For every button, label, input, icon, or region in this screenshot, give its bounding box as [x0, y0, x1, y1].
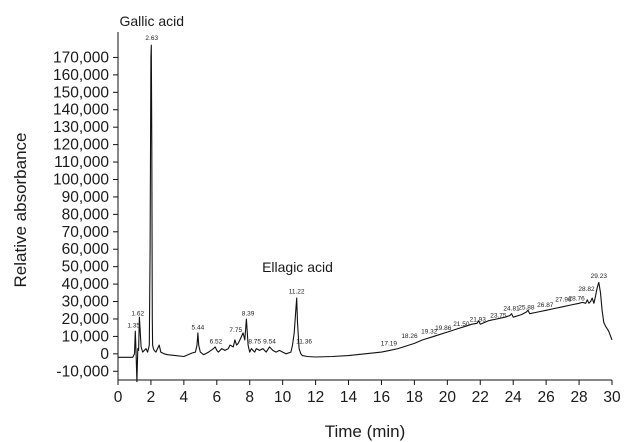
peak-label: 29.23 — [591, 273, 608, 280]
y-tick-label: 0 — [100, 346, 109, 363]
peak-label: 19.32 — [421, 328, 438, 335]
peak-label: 1.62 — [131, 310, 144, 317]
y-tick-label: 130,000 — [53, 119, 109, 136]
peak-label: 28.76 — [568, 296, 585, 303]
y-tick-label: 40,000 — [62, 276, 110, 293]
y-tick-label: 60,000 — [62, 241, 110, 258]
y-tick-label: 170,000 — [53, 49, 109, 66]
x-tick-label: 28 — [570, 389, 587, 406]
x-tick-label: 30 — [603, 389, 621, 406]
peak-label-group: 1.35 1.62 2.63 5.44 6.52 7.75 8.39 8.75 9.54 11.2… — [127, 35, 607, 347]
x-tick-label: 20 — [439, 389, 457, 406]
peak-label: 25.88 — [518, 304, 535, 311]
peak-label: 26.87 — [537, 302, 554, 309]
y-axis-title: Relative absorbance — [11, 133, 30, 288]
x-tick-label: 14 — [340, 389, 358, 406]
y-tick-label: -10,000 — [56, 363, 109, 380]
y-tick-label: 140,000 — [53, 102, 109, 119]
x-tick-label: 10 — [274, 389, 292, 406]
y-tick-label: 110,000 — [54, 154, 109, 171]
peak-label: 1.35 — [127, 323, 140, 330]
peak-label: 23.75 — [490, 313, 507, 320]
peak-label: 2.63 — [145, 35, 158, 42]
y-tick-label: 30,000 — [62, 294, 110, 311]
x-tick-label: 0 — [114, 389, 123, 406]
peak-label: 28.82 — [578, 286, 595, 293]
peak-label: 17.19 — [381, 340, 398, 347]
chromatogram-trace — [118, 44, 613, 383]
y-tick-label: 100,000 — [53, 171, 109, 188]
chart-axes: -10,000010,00020,00030,00040,00050,00060… — [53, 32, 621, 406]
peak-label: 21.50 — [453, 321, 470, 328]
x-tick-label: 12 — [307, 389, 324, 406]
x-tick-label: 18 — [406, 389, 423, 406]
y-tick-label: 50,000 — [62, 259, 110, 276]
peak-label: 19.86 — [435, 325, 452, 332]
x-tick-label: 24 — [505, 389, 523, 406]
y-tick-label: 10,000 — [62, 328, 110, 345]
compound-annotation: Gallic acid — [119, 13, 184, 29]
x-axis-title: Time (min) — [325, 422, 406, 441]
peak-label: 24.81 — [503, 305, 520, 312]
peak-label: 8.75 — [248, 338, 261, 345]
y-tick-label: 160,000 — [53, 67, 109, 84]
peak-label: 11.36 — [296, 338, 312, 345]
y-tick-label: 150,000 — [53, 84, 109, 101]
peak-label: 6.52 — [210, 338, 223, 345]
peak-label: 18.26 — [401, 333, 418, 340]
peak-label: 7.75 — [229, 327, 242, 334]
y-tick-label: 120,000 — [53, 137, 109, 154]
x-tick-label: 2 — [147, 389, 156, 406]
x-tick-label: 22 — [472, 389, 489, 406]
annotation-group: Gallic acid Ellagic acid — [119, 13, 332, 275]
peak-label: 21.93 — [470, 317, 487, 324]
x-tick-label: 8 — [245, 389, 254, 406]
peak-label: 27.96 — [555, 297, 572, 304]
peak-label: 8.39 — [242, 310, 255, 317]
y-tick-label: 70,000 — [62, 224, 110, 241]
chromatogram-trace-group — [118, 44, 613, 383]
y-tick-label: 80,000 — [62, 206, 110, 223]
y-tick-label: 90,000 — [62, 189, 110, 206]
x-tick-label: 6 — [212, 389, 221, 406]
y-tick-label: 20,000 — [62, 311, 110, 328]
x-tick-label: 16 — [373, 389, 390, 406]
x-tick-label: 26 — [538, 389, 555, 406]
peak-label: 5.44 — [192, 324, 205, 331]
peak-label: 11.22 — [289, 289, 305, 296]
x-tick-label: 4 — [180, 389, 189, 406]
compound-annotation: Ellagic acid — [262, 259, 333, 275]
peak-label: 9.54 — [263, 338, 276, 345]
